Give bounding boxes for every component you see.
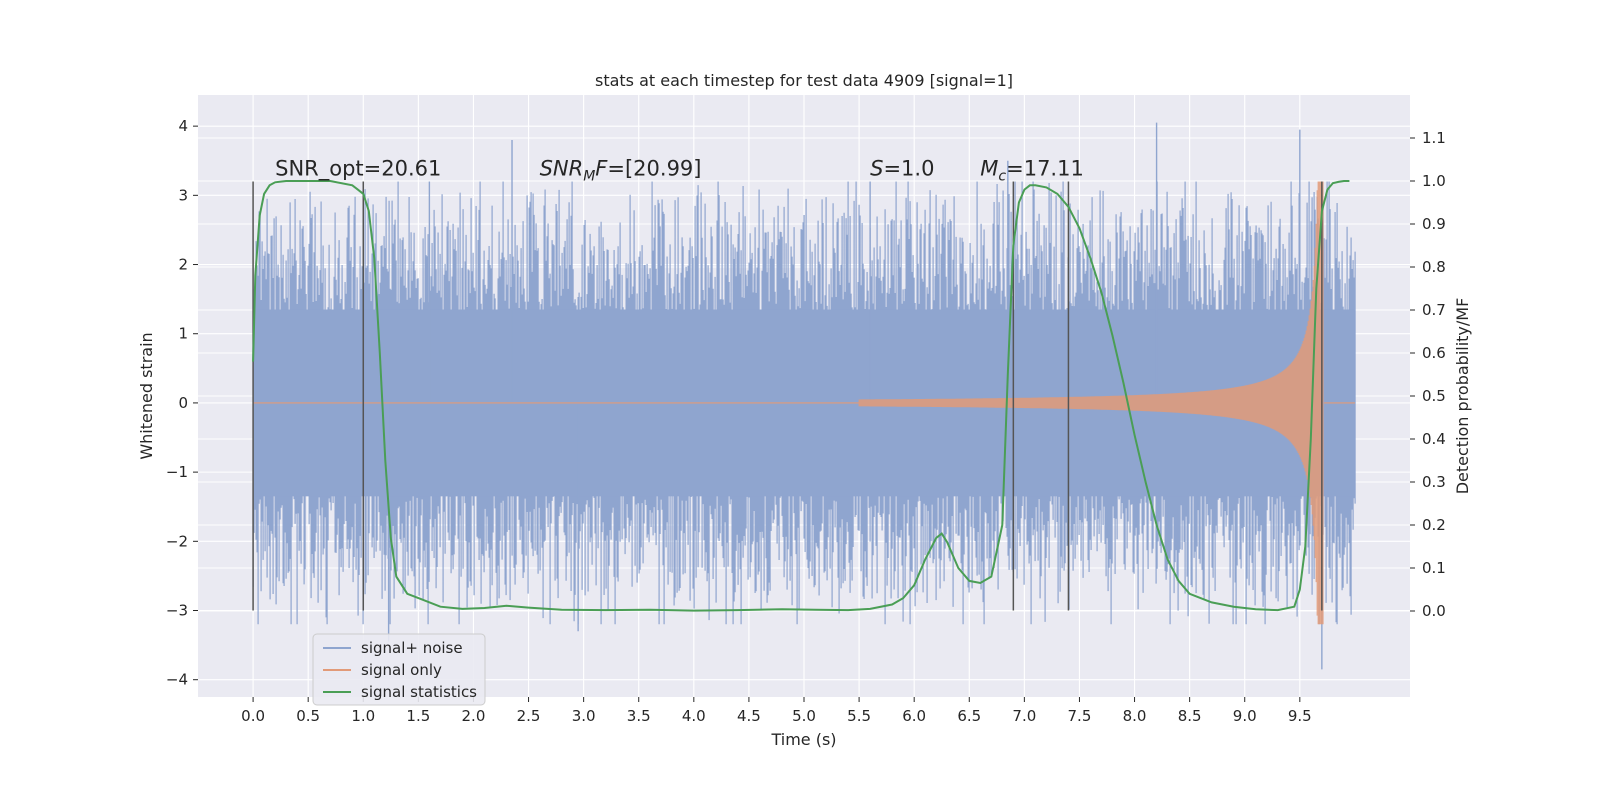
x-tick-label-18: 9.0 <box>1233 707 1257 725</box>
statistics-line <box>252 180 1350 612</box>
y-tick-label-8: 4 <box>178 117 188 135</box>
y2-tick-label-4: 0.4 <box>1422 430 1446 448</box>
x-tick-label-2: 1.0 <box>351 707 375 725</box>
y2-tick-label-6: 0.6 <box>1422 344 1446 362</box>
y-tick-label-3: −1 <box>166 463 188 481</box>
y2-tick-label-9: 0.9 <box>1422 215 1446 233</box>
y-tick-label-1: −3 <box>166 602 188 620</box>
y2-tick-label-0: 0.0 <box>1422 602 1446 620</box>
x-tick-label-19: 9.5 <box>1288 707 1312 725</box>
x-tick-label-6: 3.0 <box>572 707 596 725</box>
x-tick-label-13: 6.5 <box>957 707 981 725</box>
annotation-3: Mc=17.11 <box>980 156 1084 184</box>
chart-title: stats at each timestep for test data 490… <box>595 71 1013 90</box>
x-tick-label-15: 7.5 <box>1068 707 1092 725</box>
y2-axis-label: Detection probability/MF <box>1453 298 1472 495</box>
x-tick-label-10: 5.0 <box>792 707 816 725</box>
x-tick-label-8: 4.0 <box>682 707 706 725</box>
legend-box <box>312 633 486 706</box>
y2-tick-label-7: 0.7 <box>1422 301 1446 319</box>
annotation-2: S=1.0 <box>870 156 934 180</box>
series-signal-statistics <box>252 180 1350 612</box>
x-tick-label-4: 2.0 <box>462 707 486 725</box>
legend-label-0: signal+ noise <box>361 639 463 657</box>
x-tick-label-1: 0.5 <box>296 707 320 725</box>
x-tick-label-14: 7.0 <box>1012 707 1036 725</box>
x-tick-label-12: 6.0 <box>902 707 926 725</box>
annotation-0: SNR_opt=20.61 <box>275 156 441 181</box>
y-tick-label-6: 2 <box>178 256 188 274</box>
annotation-1: SNRMF=[20.99] <box>540 156 702 184</box>
x-tick-label-5: 2.5 <box>517 707 541 725</box>
y-axis-label: Whitened strain <box>137 332 156 459</box>
x-tick-label-0: 0.0 <box>241 707 265 725</box>
x-tick-label-3: 1.5 <box>406 707 430 725</box>
x-tick-label-7: 3.5 <box>627 707 651 725</box>
y-tick-label-2: −2 <box>166 532 188 550</box>
x-axis-label: Time (s) <box>770 730 836 749</box>
legend-label-1: signal only <box>361 661 442 679</box>
x-tick-label-16: 8.0 <box>1123 707 1147 725</box>
y2-tick-label-11: 1.1 <box>1422 129 1446 147</box>
legend-label-2: signal statistics <box>361 683 477 701</box>
axis-ticks: 0.0 0.5 1.0 1.5 2.0 2.5 3.0 3.5 4.0 4.5 5.0 5.5 6.0 6… <box>166 117 1446 725</box>
y2-tick-label-3: 0.3 <box>1422 473 1446 491</box>
y-tick-label-5: 1 <box>178 325 188 343</box>
annotations: SNR_opt=20.61 SNRMF=[20.99] S=1.0 Mc=17.11 <box>275 156 1084 184</box>
y2-tick-label-8: 0.8 <box>1422 258 1446 276</box>
y-tick-label-4: 0 <box>178 394 188 412</box>
x-tick-label-17: 8.5 <box>1178 707 1202 725</box>
y2-tick-label-5: 0.5 <box>1422 387 1446 405</box>
y-tick-label-7: 3 <box>178 186 188 204</box>
y2-tick-label-1: 0.1 <box>1422 559 1446 577</box>
y2-tick-label-2: 0.2 <box>1422 516 1446 534</box>
x-tick-label-11: 5.5 <box>847 707 871 725</box>
legend: signal+ noise signal only signal statistic… <box>312 633 486 706</box>
y-tick-label-0: −4 <box>166 671 188 689</box>
y2-tick-label-10: 1.0 <box>1422 172 1446 190</box>
x-tick-label-9: 4.5 <box>737 707 761 725</box>
